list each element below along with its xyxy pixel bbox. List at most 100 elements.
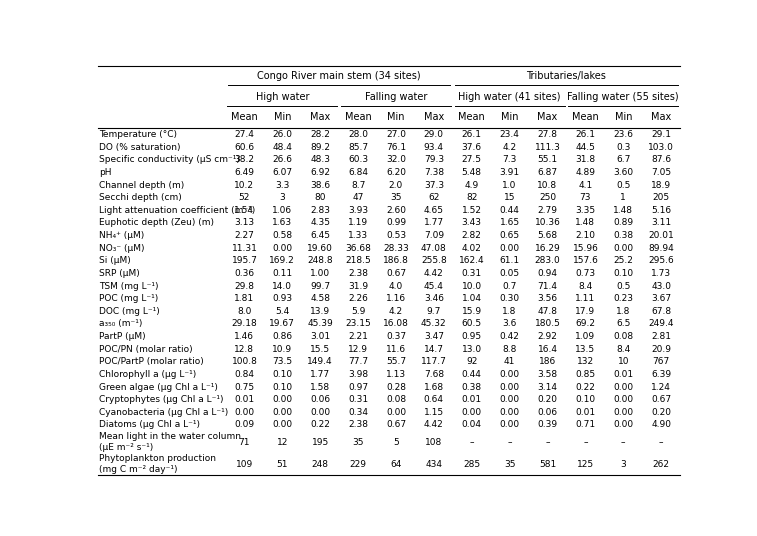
Text: 0.00: 0.00 bbox=[273, 408, 292, 417]
Text: Cyanobacteria (μg Chl a L⁻¹): Cyanobacteria (μg Chl a L⁻¹) bbox=[99, 408, 229, 417]
Text: 0.36: 0.36 bbox=[235, 269, 254, 278]
Text: 5.9: 5.9 bbox=[351, 307, 366, 316]
Text: Min: Min bbox=[388, 113, 405, 122]
Text: 48.4: 48.4 bbox=[273, 143, 292, 152]
Text: 0.00: 0.00 bbox=[613, 395, 634, 404]
Text: 0.53: 0.53 bbox=[386, 231, 406, 240]
Text: 13.5: 13.5 bbox=[575, 345, 596, 354]
Text: 0.67: 0.67 bbox=[386, 269, 406, 278]
Text: 4.89: 4.89 bbox=[575, 168, 596, 177]
Text: DO (% saturation): DO (% saturation) bbox=[99, 143, 181, 152]
Text: 169.2: 169.2 bbox=[269, 256, 295, 265]
Text: 1.81: 1.81 bbox=[235, 294, 254, 303]
Text: POC/PN (molar ratio): POC/PN (molar ratio) bbox=[99, 345, 193, 354]
Text: Max: Max bbox=[537, 113, 558, 122]
Text: POC/PartP (molar ratio): POC/PartP (molar ratio) bbox=[99, 358, 204, 366]
Text: 250: 250 bbox=[539, 193, 556, 202]
Text: 3.11: 3.11 bbox=[651, 219, 671, 227]
Text: 3.91: 3.91 bbox=[500, 168, 520, 177]
Text: 11.6: 11.6 bbox=[386, 345, 406, 354]
Text: 73: 73 bbox=[580, 193, 591, 202]
Text: 109: 109 bbox=[235, 459, 253, 468]
Text: 1.24: 1.24 bbox=[651, 383, 671, 391]
Text: 4.2: 4.2 bbox=[503, 143, 517, 152]
Text: Temperature (°C): Temperature (°C) bbox=[99, 130, 177, 139]
Text: Chlorophyll a (μg L⁻¹): Chlorophyll a (μg L⁻¹) bbox=[99, 370, 197, 379]
Text: 1.16: 1.16 bbox=[386, 294, 406, 303]
Text: 162.4: 162.4 bbox=[459, 256, 484, 265]
Text: 7.05: 7.05 bbox=[651, 168, 671, 177]
Text: 1.52: 1.52 bbox=[462, 206, 481, 215]
Text: 67.8: 67.8 bbox=[651, 307, 671, 316]
Text: 0.00: 0.00 bbox=[500, 408, 520, 417]
Text: 19.60: 19.60 bbox=[307, 244, 333, 252]
Text: 6.49: 6.49 bbox=[235, 168, 254, 177]
Text: 1.63: 1.63 bbox=[273, 219, 292, 227]
Text: 0.34: 0.34 bbox=[348, 408, 368, 417]
Text: 0.10: 0.10 bbox=[273, 383, 292, 391]
Text: 10.9: 10.9 bbox=[273, 345, 292, 354]
Text: 8.4: 8.4 bbox=[578, 281, 593, 291]
Text: 1: 1 bbox=[621, 193, 626, 202]
Text: Min: Min bbox=[615, 113, 632, 122]
Text: 7.38: 7.38 bbox=[424, 168, 444, 177]
Text: 45.4: 45.4 bbox=[424, 281, 444, 291]
Text: 0.67: 0.67 bbox=[651, 395, 671, 404]
Text: 0.58: 0.58 bbox=[273, 231, 292, 240]
Text: 0.39: 0.39 bbox=[537, 420, 558, 429]
Text: 19.67: 19.67 bbox=[269, 319, 295, 329]
Text: 15.5: 15.5 bbox=[310, 345, 330, 354]
Text: Cryptophytes (μg Chl a L⁻¹): Cryptophytes (μg Chl a L⁻¹) bbox=[99, 395, 224, 404]
Text: 4.35: 4.35 bbox=[310, 219, 330, 227]
Text: 7.09: 7.09 bbox=[424, 231, 444, 240]
Text: 0.09: 0.09 bbox=[235, 420, 254, 429]
Text: 0.93: 0.93 bbox=[273, 294, 292, 303]
Text: 3.35: 3.35 bbox=[575, 206, 596, 215]
Text: 6.20: 6.20 bbox=[386, 168, 406, 177]
Text: 3.58: 3.58 bbox=[537, 370, 558, 379]
Text: 186: 186 bbox=[539, 358, 556, 366]
Text: 85.7: 85.7 bbox=[348, 143, 368, 152]
Text: 0.00: 0.00 bbox=[500, 420, 520, 429]
Text: 6.84: 6.84 bbox=[348, 168, 368, 177]
Text: 71.4: 71.4 bbox=[537, 281, 557, 291]
Text: 0.85: 0.85 bbox=[575, 370, 596, 379]
Text: 2.81: 2.81 bbox=[651, 332, 671, 341]
Text: 1.68: 1.68 bbox=[424, 383, 444, 391]
Text: 4.90: 4.90 bbox=[651, 420, 671, 429]
Text: 255.8: 255.8 bbox=[421, 256, 447, 265]
Text: 6.87: 6.87 bbox=[537, 168, 558, 177]
Text: 6.5: 6.5 bbox=[616, 319, 631, 329]
Text: 2.21: 2.21 bbox=[348, 332, 368, 341]
Text: 55.1: 55.1 bbox=[537, 155, 558, 165]
Text: 12.9: 12.9 bbox=[348, 345, 368, 354]
Text: 0.20: 0.20 bbox=[537, 395, 557, 404]
Text: 157.6: 157.6 bbox=[572, 256, 598, 265]
Text: 0.08: 0.08 bbox=[613, 332, 634, 341]
Text: 20.9: 20.9 bbox=[651, 345, 671, 354]
Text: 0.38: 0.38 bbox=[613, 231, 634, 240]
Text: 103.0: 103.0 bbox=[648, 143, 674, 152]
Text: 3.60: 3.60 bbox=[613, 168, 634, 177]
Text: 1.33: 1.33 bbox=[348, 231, 368, 240]
Text: 5.4: 5.4 bbox=[275, 307, 289, 316]
Text: 80: 80 bbox=[314, 193, 326, 202]
Text: 26.6: 26.6 bbox=[273, 155, 292, 165]
Text: 6.39: 6.39 bbox=[651, 370, 671, 379]
Text: 4.02: 4.02 bbox=[462, 244, 481, 252]
Text: 0.71: 0.71 bbox=[575, 420, 596, 429]
Text: 27.4: 27.4 bbox=[235, 130, 254, 139]
Text: 3: 3 bbox=[621, 459, 626, 468]
Text: 0.22: 0.22 bbox=[310, 420, 330, 429]
Text: 29.1: 29.1 bbox=[651, 130, 671, 139]
Text: 47.08: 47.08 bbox=[421, 244, 447, 252]
Text: Diatoms (μg Chl a L⁻¹): Diatoms (μg Chl a L⁻¹) bbox=[99, 420, 201, 429]
Text: High water: High water bbox=[256, 92, 309, 101]
Text: 31.9: 31.9 bbox=[348, 281, 368, 291]
Text: 1.54: 1.54 bbox=[235, 206, 254, 215]
Text: –: – bbox=[621, 438, 625, 446]
Text: 4.1: 4.1 bbox=[578, 181, 593, 190]
Text: 1.46: 1.46 bbox=[235, 332, 254, 341]
Text: 0.00: 0.00 bbox=[500, 244, 520, 252]
Text: 1.00: 1.00 bbox=[310, 269, 330, 278]
